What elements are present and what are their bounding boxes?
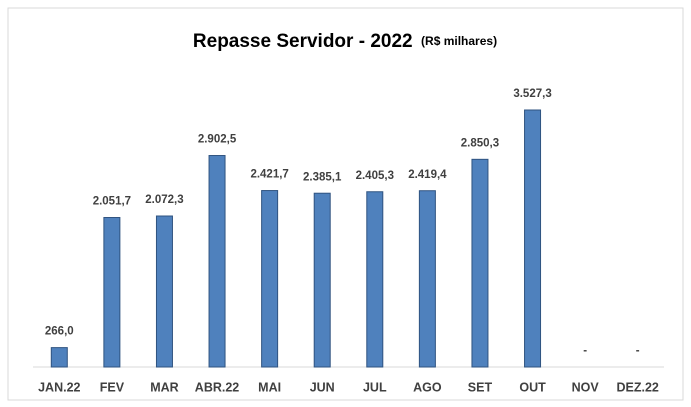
x-tick-label: FEV (100, 380, 125, 394)
x-tick-label: SET (468, 380, 493, 394)
data-label: 2.072,3 (145, 194, 183, 206)
bar (155, 215, 173, 368)
data-label: 2.902,5 (198, 134, 237, 146)
bar (418, 190, 436, 368)
chart-subtitle: (R$ milhares) (421, 34, 497, 48)
data-label: 2.419,4 (408, 169, 447, 181)
data-label: - (636, 345, 640, 357)
x-tick-label: JAN.22 (38, 380, 80, 394)
bar (524, 109, 542, 368)
data-label: 266,0 (45, 326, 74, 338)
data-label: 2.850,3 (461, 137, 499, 149)
x-tick-label: DEZ.22 (617, 380, 659, 394)
x-tick-label: OUT (519, 380, 546, 394)
data-label: 2.421,7 (250, 169, 288, 181)
chart-title: Repasse Servidor - 2022 (193, 31, 413, 52)
x-tick-label: JUN (310, 380, 335, 394)
chart-title-group: Repasse Servidor - 2022 (R$ milhares) (193, 31, 497, 52)
bar (208, 155, 226, 368)
data-label: 2.051,7 (93, 196, 131, 208)
x-tick-label: ABR.22 (195, 380, 240, 394)
data-label: - (583, 345, 587, 357)
data-label: 2.405,3 (356, 170, 394, 182)
bar (103, 217, 121, 368)
bar (313, 192, 331, 368)
bar (261, 190, 279, 368)
x-tick-label: AGO (413, 380, 442, 394)
data-label: 3.527,3 (513, 88, 551, 100)
chart-border (7, 7, 684, 401)
x-tick-label: NOV (572, 380, 600, 394)
bar (366, 191, 384, 368)
bar (471, 158, 489, 368)
x-tick-label: JUL (363, 380, 387, 394)
x-tick-label: MAI (258, 380, 281, 394)
x-tick-label: MAR (150, 380, 178, 394)
bar (50, 347, 68, 368)
data-label: 2.385,1 (303, 171, 342, 183)
